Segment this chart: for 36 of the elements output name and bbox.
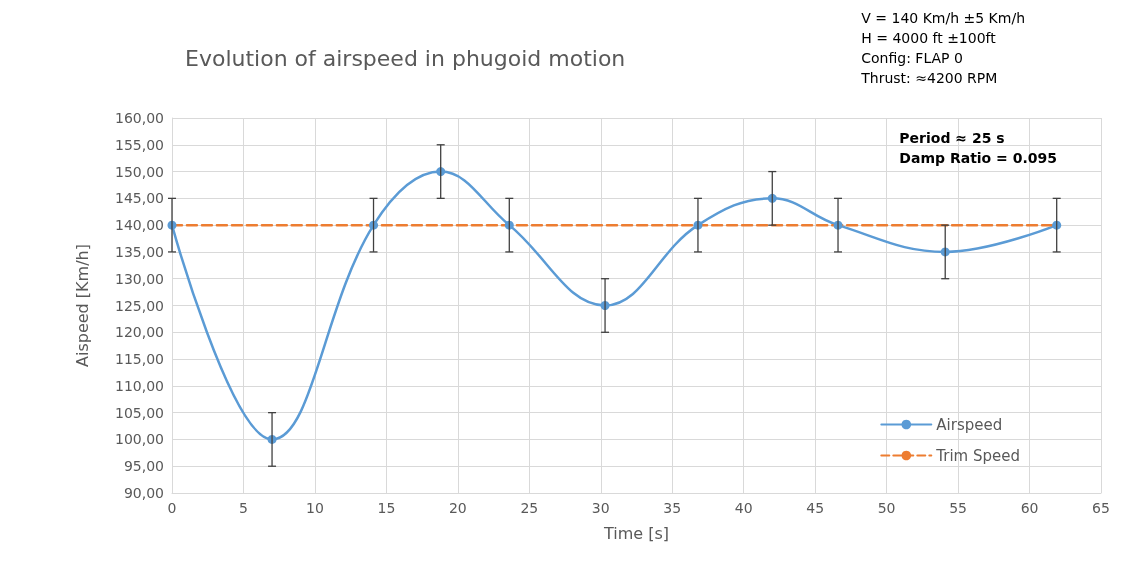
x-tick-label: 45 [806, 500, 825, 516]
y-tick-label: 90,00 [123, 485, 164, 501]
x-tick-label: 0 [167, 500, 177, 516]
y-tick-label: 125,00 [115, 297, 164, 314]
x-tick-label: 55 [949, 500, 967, 516]
x-tick-label: 30 [591, 500, 610, 516]
y-tick-label: 135,00 [115, 243, 164, 260]
chart-title: Evolution of airspeed in phugoid motion [185, 45, 626, 71]
x-tick-label: 65 [1092, 500, 1110, 516]
x-tick-label: 20 [448, 500, 467, 516]
x-tick-label: 10 [306, 500, 324, 516]
x-tick-label: 35 [663, 500, 682, 516]
y-tick-label: 100,00 [115, 431, 164, 448]
y-tick-label: 115,00 [115, 351, 164, 368]
y-tick-label: 160,00 [115, 110, 164, 126]
x-tick-label: 40 [734, 500, 753, 516]
x-tick-label: 50 [877, 500, 896, 516]
x-tick-label: 25 [520, 500, 539, 516]
x-tick-label: 5 [239, 500, 248, 516]
y-tick-label: 130,00 [115, 270, 164, 287]
y-axis-title: Aispeed [Km/h] [72, 244, 92, 367]
x-axis-title: Time [s] [602, 523, 670, 543]
x-tick-label: 60 [1020, 500, 1039, 516]
y-tick-label: 145,00 [115, 190, 164, 207]
y-tick-label: 105,00 [115, 404, 164, 421]
y-tick-label: 140,00 [115, 217, 164, 234]
text: V = 140 Km/h ±5 Km/h H = 4000 ft ±100ft Config: FLAP 0 Thrust: ≈4200 RPM [860, 10, 1025, 86]
y-tick-label: 110,00 [115, 377, 164, 394]
y-tick-label: 120,00 [115, 324, 164, 341]
x-tick-label: 15 [377, 500, 396, 516]
annotation: Period ≈ 25 s Damp Ratio = 0.095 [899, 130, 1058, 166]
y-tick-label: 150,00 [115, 163, 164, 180]
y-tick-label: 155,00 [115, 136, 164, 153]
legend-label: Airspeed [936, 415, 1003, 434]
y-tick-label: 95,00 [123, 458, 164, 475]
legend-label: Trim Speed [935, 446, 1021, 465]
